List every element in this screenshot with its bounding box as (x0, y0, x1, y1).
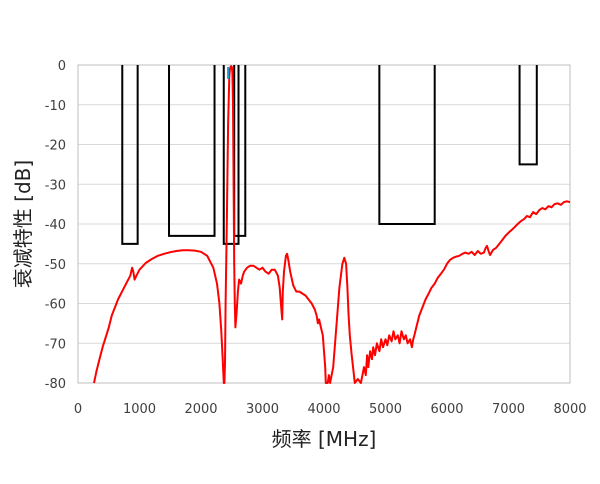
gridlines (78, 104, 570, 344)
mask-window (233, 65, 247, 237)
x-tick-label: 2000 (184, 402, 217, 417)
mask-window (222, 65, 240, 245)
y-tick-label: -20 (45, 139, 66, 154)
y-tick-label: -70 (45, 337, 66, 352)
x-tick-label: 8000 (553, 402, 586, 417)
x-axis-title: 频率 [MHz] (272, 427, 377, 451)
y-tick-label: -30 (45, 178, 66, 193)
x-tick-label: 7000 (492, 402, 525, 417)
y-tick-label: -60 (45, 298, 66, 313)
mask-window (121, 65, 139, 245)
y-axis-title: 衰减特性 [dB] (11, 160, 35, 288)
y-tick-label: -40 (45, 218, 66, 233)
mask-window (518, 65, 538, 166)
mask-layer (121, 65, 538, 245)
x-tick-labels: 0 1000 2000 3000 4000 5000 6000 7000 8000 (74, 402, 587, 417)
x-tick-label: 5000 (369, 402, 402, 417)
y-tick-label: -80 (45, 377, 66, 392)
series-line (93, 65, 571, 384)
x-tick-label: 6000 (430, 402, 463, 417)
x-tick-label: 0 (74, 402, 82, 417)
plot-area-frame (77, 64, 571, 384)
x-tick-label: 1000 (123, 402, 156, 417)
y-tick-label: 0 (58, 59, 66, 74)
series-layer (93, 65, 571, 384)
y-tick-label: -10 (45, 99, 66, 114)
y-tick-labels: 0 -10 -20 -30 -40 -50 -60 -70 -80 (45, 59, 66, 392)
mask-window (168, 65, 216, 237)
x-tick-label: 3000 (246, 402, 279, 417)
x-tick-label: 4000 (307, 402, 340, 417)
mask-window (378, 65, 436, 225)
y-tick-label: -50 (45, 258, 66, 273)
